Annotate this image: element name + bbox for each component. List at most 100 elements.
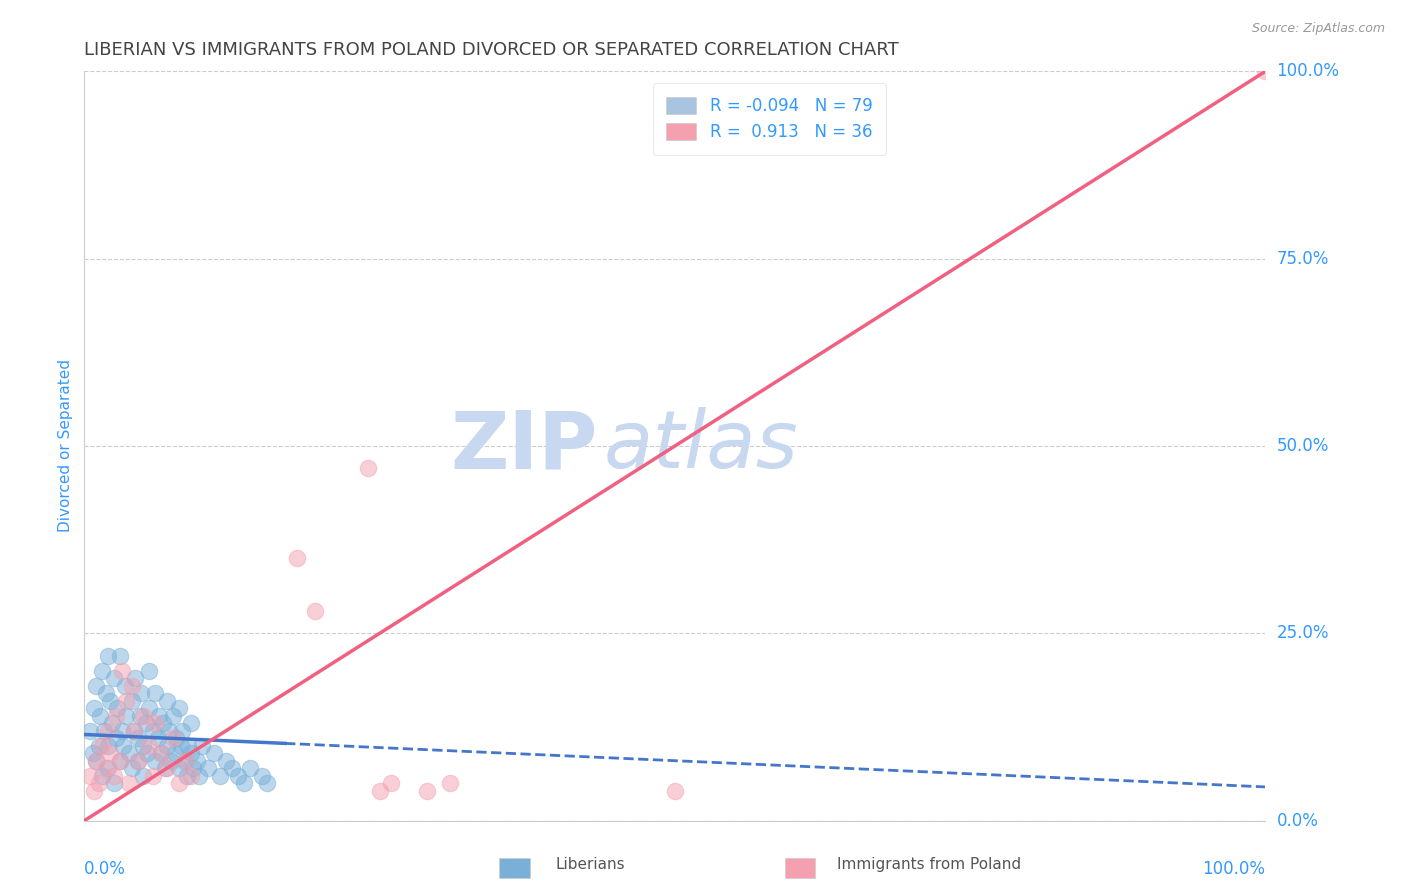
Point xyxy=(98,694,121,708)
Point xyxy=(127,754,149,768)
Point xyxy=(89,708,111,723)
Point xyxy=(79,769,101,783)
Point xyxy=(150,746,173,760)
Point xyxy=(84,679,107,693)
Text: 75.0%: 75.0% xyxy=(1277,250,1329,268)
Text: LIBERIAN VS IMMIGRANTS FROM POLAND DIVORCED OR SEPARATED CORRELATION CHART: LIBERIAN VS IMMIGRANTS FROM POLAND DIVOR… xyxy=(84,41,898,59)
Text: Source: ZipAtlas.com: Source: ZipAtlas.com xyxy=(1251,22,1385,36)
Point xyxy=(357,461,380,475)
Text: 25.0%: 25.0% xyxy=(1277,624,1329,642)
Point xyxy=(232,776,254,790)
Point xyxy=(82,746,104,760)
Point xyxy=(87,739,110,753)
Text: 100.0%: 100.0% xyxy=(1277,62,1340,80)
Point xyxy=(170,739,193,753)
Point xyxy=(256,776,278,790)
Point xyxy=(83,701,105,715)
Point xyxy=(157,723,180,738)
Point xyxy=(84,754,107,768)
Point xyxy=(180,746,202,760)
Point xyxy=(100,716,122,731)
Point xyxy=(136,746,159,760)
Point xyxy=(122,723,145,738)
Point xyxy=(439,776,461,790)
Point xyxy=(152,716,174,731)
Point xyxy=(91,769,114,783)
Point xyxy=(114,708,136,723)
Point xyxy=(121,761,143,775)
Point xyxy=(156,739,179,753)
Point xyxy=(181,761,204,775)
Point xyxy=(138,664,160,678)
Point xyxy=(167,776,190,790)
Text: 50.0%: 50.0% xyxy=(1277,437,1329,455)
Point xyxy=(91,739,114,753)
Point xyxy=(143,686,166,700)
Point xyxy=(127,731,149,746)
Point xyxy=(97,761,120,775)
Point xyxy=(97,723,120,738)
Point xyxy=(93,723,115,738)
Legend: R = -0.094   N = 79, R =  0.913   N = 36: R = -0.094 N = 79, R = 0.913 N = 36 xyxy=(652,84,886,155)
Point xyxy=(180,716,202,731)
Point xyxy=(138,701,160,715)
Point xyxy=(118,776,141,790)
Point xyxy=(111,723,134,738)
Point xyxy=(98,746,121,760)
Point xyxy=(250,769,273,783)
Point xyxy=(103,769,125,783)
Point xyxy=(162,708,184,723)
Point xyxy=(79,723,101,738)
Point xyxy=(156,694,179,708)
Point xyxy=(177,739,200,753)
Point xyxy=(105,731,128,746)
Point xyxy=(94,761,117,775)
Point xyxy=(150,746,173,760)
Text: 100.0%: 100.0% xyxy=(1202,860,1265,878)
Text: 0.0%: 0.0% xyxy=(1277,812,1319,830)
Point xyxy=(83,783,105,797)
Point xyxy=(221,761,243,775)
Point xyxy=(380,776,402,790)
Point xyxy=(91,664,114,678)
Point xyxy=(143,716,166,731)
Point xyxy=(165,746,187,760)
Point xyxy=(215,754,238,768)
Text: Liberians: Liberians xyxy=(555,857,626,872)
Point xyxy=(132,708,155,723)
Point xyxy=(138,739,160,753)
Text: 0.0%: 0.0% xyxy=(84,860,127,878)
Point xyxy=(97,648,120,663)
Point xyxy=(108,754,131,768)
Point xyxy=(1254,64,1277,78)
Point xyxy=(129,686,152,700)
Point xyxy=(167,701,190,715)
Point xyxy=(103,671,125,685)
Point xyxy=(162,731,184,746)
Point xyxy=(159,754,181,768)
Point xyxy=(239,761,262,775)
Point xyxy=(142,723,165,738)
Point xyxy=(121,679,143,693)
Point xyxy=(127,754,149,768)
Point xyxy=(172,723,194,738)
Point xyxy=(416,783,439,797)
Point xyxy=(114,694,136,708)
Point xyxy=(84,754,107,768)
Point xyxy=(94,686,117,700)
Point xyxy=(197,761,219,775)
Point xyxy=(118,746,141,760)
Point xyxy=(142,769,165,783)
Point xyxy=(146,731,169,746)
Point xyxy=(173,754,195,768)
Point xyxy=(226,769,249,783)
Y-axis label: Divorced or Separated: Divorced or Separated xyxy=(58,359,73,533)
Point xyxy=(114,679,136,693)
Point xyxy=(132,739,155,753)
Point xyxy=(111,664,134,678)
Point xyxy=(285,551,308,566)
Point xyxy=(112,739,135,753)
Text: Immigrants from Poland: Immigrants from Poland xyxy=(837,857,1021,872)
Point xyxy=(107,701,129,715)
Point xyxy=(187,769,209,783)
